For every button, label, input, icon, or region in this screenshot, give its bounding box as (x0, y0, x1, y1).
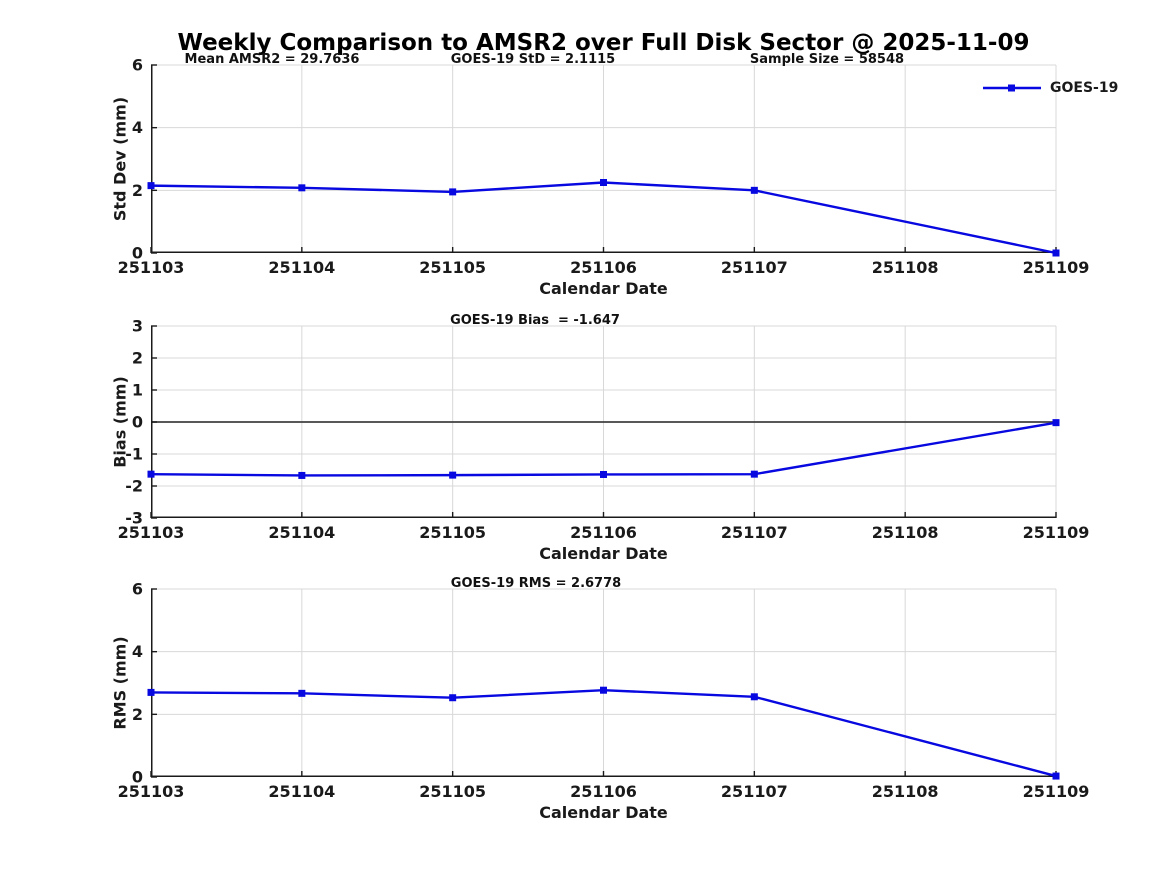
x-tick-label: 251107 (721, 782, 788, 801)
annotation-goes19-std: GOES-19 StD = 2.1115 (450, 52, 616, 67)
legend-line-icon (983, 84, 1041, 92)
x-tick-label: 251108 (872, 258, 939, 277)
y-tick-label: -3 (125, 509, 143, 528)
x-tick-label: 251107 (721, 258, 788, 277)
data-point-marker (750, 693, 758, 701)
y-tick-label: 4 (132, 118, 143, 137)
x-tick-label: 251106 (570, 523, 637, 542)
y-tick-label: 0 (132, 244, 143, 263)
data-point-marker (449, 188, 457, 196)
legend-label: GOES-19 (1050, 80, 1119, 96)
annotation-sample-size: Sample Size = 58548 (749, 52, 905, 67)
data-point-marker (600, 470, 607, 478)
annotation-mean-amsr2: Mean AMSR2 = 29.7636 (184, 52, 360, 67)
data-point-marker (147, 470, 155, 478)
y-tick-label: 0 (132, 768, 143, 787)
subplot-std-dev: Std Dev (mm) 251103 251104 251105 251106 251… (111, 52, 1119, 298)
x-tick-label: 251106 (570, 782, 637, 801)
y-tick-label: -2 (125, 477, 143, 496)
x-tick-label: 251105 (419, 258, 486, 277)
y-tick-label: 6 (132, 56, 143, 75)
y-tick-label: 3 (132, 317, 143, 336)
x-tick-label: 251109 (1023, 258, 1090, 277)
x-axis-label-bias: Calendar Date (539, 544, 668, 563)
y-tick-label: 6 (132, 580, 143, 599)
data-point-marker (1052, 772, 1060, 780)
data-point-marker (298, 184, 306, 192)
x-tick-label: 251105 (419, 523, 486, 542)
x-tick-label: 251103 (118, 258, 185, 277)
x-tick-label: 251105 (419, 782, 486, 801)
data-point-marker (147, 182, 155, 190)
x-axis-label-rms: Calendar Date (539, 803, 668, 822)
data-point-marker (750, 186, 758, 194)
y-tick-label: 2 (132, 181, 143, 200)
x-tick-label: 251109 (1023, 782, 1090, 801)
data-point-marker (600, 686, 607, 694)
series-line-goes-19 (150, 181, 1057, 255)
data-point-marker (750, 470, 758, 478)
y-tick-label: 2 (132, 705, 143, 724)
plot-area-std-dev: 251103 251104 251105 251106 251107 251108 2511… (118, 56, 1090, 278)
data-point-marker (600, 179, 607, 186)
data-point-marker (1052, 419, 1060, 427)
x-tick-label: 251108 (872, 782, 939, 801)
x-tick-label: 251109 (1023, 523, 1090, 542)
figure-title: Weekly Comparison to AMSR2 over Full Dis… (177, 30, 1030, 56)
series-line-goes-19 (150, 421, 1057, 477)
x-tick-label: 251107 (721, 523, 788, 542)
data-point-marker (298, 471, 306, 479)
y-tick-label: 4 (132, 642, 143, 661)
y-tick-label: -1 (125, 445, 143, 464)
y-axis-label-std-dev: Std Dev (mm) (110, 96, 130, 222)
x-tick-label: 251103 (118, 782, 185, 801)
data-point-marker (147, 688, 155, 696)
x-tick-label: 251106 (570, 258, 637, 277)
y-axis-label-rms: RMS (mm) (110, 636, 130, 730)
y-tick-label: 2 (132, 349, 143, 368)
legend: GOES-19 (983, 80, 1118, 96)
subplot-rms: RMS (mm) 251103 251104 251105 251106 251107 2… (111, 576, 1090, 822)
subplot-bias: Bias (mm) 251103 251104 251105 251106 251107… (111, 313, 1090, 563)
series-line-goes-19 (150, 689, 1057, 778)
x-tick-label: 251104 (268, 523, 335, 542)
data-point-marker (449, 471, 457, 479)
annotation-goes19-bias: GOES-19 Bias = -1.647 (450, 313, 620, 328)
x-axis-label-std-dev: Calendar Date (539, 279, 668, 298)
data-point-marker (1052, 249, 1060, 257)
y-tick-label: 0 (132, 413, 143, 432)
plot-area-bias: 251103 251104 251105 251106 251107 251108 2511… (118, 317, 1090, 543)
data-point-marker (298, 689, 306, 697)
x-tick-label: 251103 (118, 523, 185, 542)
annotation-goes19-rms: GOES-19 RMS = 2.6778 (450, 576, 622, 591)
x-tick-label: 251104 (268, 258, 335, 277)
data-point-marker (449, 694, 457, 702)
plot-area-rms: 251103 251104 251105 251106 251107 251108 2511… (118, 580, 1090, 802)
y-tick-label: 1 (132, 381, 143, 400)
x-tick-label: 251104 (268, 782, 335, 801)
x-tick-label: 251108 (872, 523, 939, 542)
